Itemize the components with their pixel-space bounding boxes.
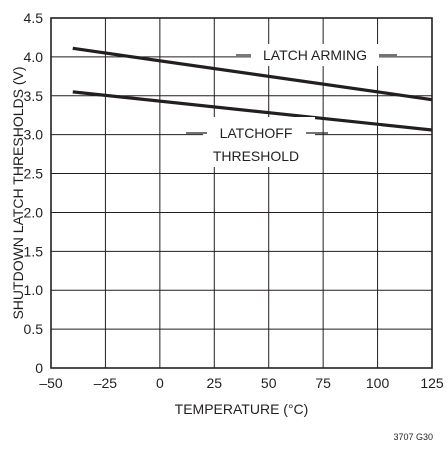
latchoff-threshold-line (72, 90, 433, 132)
plot-frame (50, 17, 433, 369)
latchoff-label-line2: THRESHOLD (213, 148, 299, 164)
y-tick-label: 3.5 (24, 88, 44, 104)
y-tick-label: 4.0 (24, 49, 44, 65)
y-tick-label: 1.0 (24, 282, 44, 298)
x-tick-label: –50 (39, 375, 63, 391)
grid-layer (51, 18, 432, 368)
y-tick-label: 1.5 (24, 243, 44, 259)
y-tick-label: 0 (35, 360, 43, 376)
y-tick-label: 0.5 (24, 321, 44, 337)
x-tick-label: 75 (315, 375, 331, 391)
latch-arming-label: LATCH ARMING (263, 47, 367, 63)
series-layer (72, 46, 433, 132)
y-tick-label: 4.5 (24, 10, 44, 26)
x-tick-label: 0 (156, 375, 164, 391)
x-tick-label: 100 (366, 375, 390, 391)
annotation-layer: LATCH ARMING LATCHOFF THRESHOLD (186, 44, 397, 167)
y-tick-label: 2.0 (24, 204, 44, 220)
y-tick-label: 3.0 (24, 127, 44, 143)
x-tick-label: 125 (420, 375, 444, 391)
x-tick-label: 50 (261, 375, 277, 391)
y-axis-title: SHUTDOWN LATCH THRESHOLDS (V) (10, 66, 26, 319)
x-tick-label: –25 (94, 375, 118, 391)
latch-arming-label-bg (251, 44, 379, 66)
latch-arming-line (72, 46, 433, 102)
latchoff-label-bg (203, 117, 315, 167)
x-tick-label: 25 (206, 375, 222, 391)
x-axis-title: TEMPERATURE (°C) (175, 401, 309, 417)
y-tick-label: 2.5 (24, 166, 44, 182)
tick-label-layer: –50 –25 0 25 50 75 100 125 0 0.5 1.0 1.5 2.0 2.5 3.0 3.… (24, 10, 444, 391)
latchoff-label-line1: LATCHOFF (220, 125, 293, 141)
figure-id: 3707 G30 (393, 432, 433, 442)
